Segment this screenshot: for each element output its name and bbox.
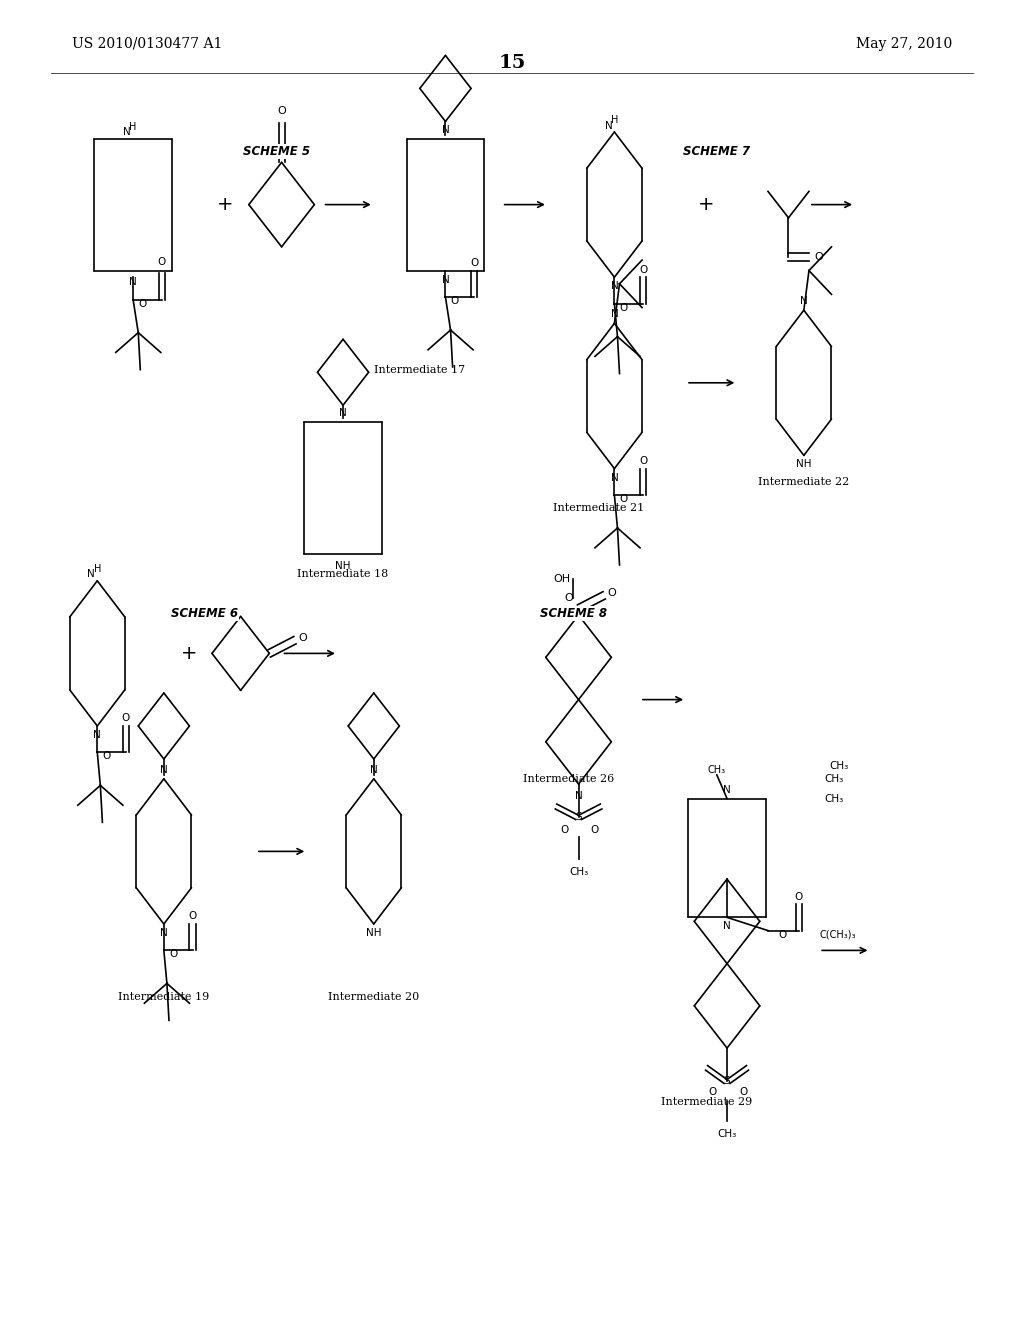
Text: +: + [698, 195, 715, 214]
Text: Intermediate 21: Intermediate 21 [553, 503, 645, 513]
Text: NH: NH [335, 561, 351, 572]
Text: Intermediate 29: Intermediate 29 [660, 1097, 753, 1107]
Text: CH₃: CH₃ [829, 760, 849, 771]
Text: CH₃: CH₃ [824, 793, 844, 804]
Text: H: H [93, 564, 101, 574]
Text: S: S [724, 1076, 730, 1086]
Text: O: O [564, 593, 573, 603]
Text: H: H [129, 121, 137, 132]
Text: N: N [129, 277, 137, 288]
Text: May 27, 2010: May 27, 2010 [856, 37, 952, 50]
Text: SCHEME 7: SCHEME 7 [683, 145, 751, 158]
Text: N: N [574, 791, 583, 801]
Text: N: N [370, 764, 378, 775]
Text: N: N [610, 281, 618, 292]
Text: N: N [723, 921, 731, 932]
Text: O: O [102, 751, 111, 762]
Text: O: O [278, 106, 286, 116]
Text: SCHEME 5: SCHEME 5 [243, 145, 310, 158]
Text: +: + [217, 195, 233, 214]
Text: O: O [560, 825, 568, 836]
Text: +: + [181, 644, 198, 663]
Text: O: O [591, 825, 599, 836]
Text: O: O [620, 302, 628, 313]
Text: N: N [723, 784, 731, 795]
Text: O: O [795, 891, 803, 902]
Text: CH₃: CH₃ [708, 764, 726, 775]
Text: N: N [160, 764, 168, 775]
Text: S: S [575, 812, 582, 822]
Text: OH: OH [553, 574, 570, 585]
Text: H: H [610, 115, 618, 125]
Text: US 2010/0130477 A1: US 2010/0130477 A1 [72, 37, 222, 50]
Text: N: N [339, 408, 347, 418]
Text: O: O [188, 911, 197, 921]
Text: O: O [298, 632, 307, 643]
Text: NH: NH [796, 459, 812, 470]
Text: N: N [93, 730, 101, 741]
Text: N: N [800, 296, 808, 306]
Text: O: O [709, 1086, 717, 1097]
Text: Intermediate 26: Intermediate 26 [522, 774, 614, 784]
Text: O: O [470, 257, 478, 268]
Text: CH₃: CH₃ [569, 867, 588, 878]
Text: N: N [123, 127, 131, 137]
Text: O: O [814, 252, 823, 263]
Text: NH: NH [366, 928, 382, 939]
Text: CH₃: CH₃ [824, 774, 844, 784]
Text: O: O [620, 494, 628, 504]
Text: N: N [87, 569, 95, 579]
Text: O: O [639, 455, 647, 466]
Text: Intermediate 19: Intermediate 19 [118, 991, 210, 1002]
Text: 15: 15 [499, 54, 525, 73]
Text: Intermediate 20: Intermediate 20 [328, 991, 420, 1002]
Text: N: N [160, 928, 168, 939]
Text: Intermediate 22: Intermediate 22 [758, 477, 850, 487]
Text: Intermediate 18: Intermediate 18 [297, 569, 389, 579]
Text: SCHEME 8: SCHEME 8 [540, 607, 607, 620]
Text: O: O [451, 296, 459, 306]
Text: N: N [610, 473, 618, 483]
Text: N: N [604, 120, 612, 131]
Text: O: O [778, 929, 786, 940]
Text: O: O [169, 949, 177, 960]
Text: N: N [441, 124, 450, 135]
Text: SCHEME 6: SCHEME 6 [171, 607, 239, 620]
Text: C(CH₃)₃: C(CH₃)₃ [819, 929, 856, 940]
Text: O: O [158, 256, 166, 267]
Text: CH₃: CH₃ [718, 1129, 736, 1139]
Text: O: O [739, 1086, 748, 1097]
Text: Intermediate 17: Intermediate 17 [375, 364, 465, 375]
Text: O: O [607, 587, 616, 598]
Text: O: O [639, 264, 647, 275]
Text: N: N [441, 275, 450, 285]
Text: N: N [610, 309, 618, 319]
Text: O: O [138, 298, 146, 309]
Text: O: O [122, 713, 130, 723]
